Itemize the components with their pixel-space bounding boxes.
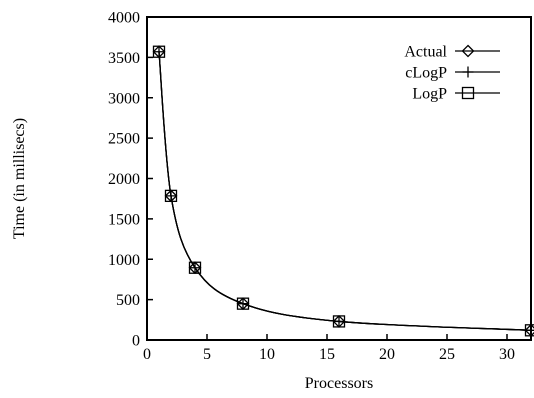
data-point-logp	[188, 261, 202, 274]
data-point-logp	[164, 189, 178, 203]
y-tick-label: 3000	[108, 90, 140, 107]
axis-layer: 0 5 10 15 20 25 30 0 500 1000 1500 2000 2500 3000 3500…	[108, 10, 515, 364]
x-tick-label: 20	[379, 346, 395, 363]
x-tick-label: 10	[259, 346, 275, 363]
y-tick-label: 3500	[108, 50, 140, 67]
y-tick-label: 500	[116, 292, 140, 309]
x-tick-label: 25	[439, 346, 455, 363]
legend-marker-actual	[461, 44, 475, 58]
legend-marker-clogp	[462, 66, 474, 78]
x-tick-label: 5	[203, 346, 211, 363]
data-point-logp	[332, 315, 346, 328]
x-axis-label: Processors	[305, 375, 373, 392]
legend-item-clogp: cLogP	[405, 65, 500, 82]
x-tick-label: 30	[499, 346, 515, 363]
plot-layer	[152, 45, 534, 337]
y-axis-label: Time (in millisecs)	[11, 118, 28, 239]
legend-label-logp: LogP	[412, 86, 447, 103]
legend-item-logp: LogP	[412, 86, 500, 103]
legend-item-actual: Actual	[404, 44, 500, 61]
data-point-logp	[152, 45, 166, 58]
series-logp	[152, 45, 534, 337]
y-tick-label: 0	[132, 333, 140, 350]
y-tick-label: 2500	[108, 131, 140, 148]
series-clogp	[153, 46, 534, 336]
legend-marker-logp	[461, 86, 475, 100]
y-tick-label: 1500	[108, 211, 140, 228]
legend-label-actual: Actual	[404, 44, 447, 61]
legend-label-clogp: cLogP	[405, 65, 447, 82]
x-tick-label: 0	[143, 346, 151, 363]
legend: Actual cLogP LogP	[404, 44, 500, 103]
y-tick-label: 2000	[108, 171, 140, 188]
series-actual	[152, 45, 534, 337]
x-tick-label: 15	[319, 346, 335, 363]
y-tick-label: 4000	[108, 10, 140, 27]
series-line-logp	[158, 51, 532, 331]
plot-frame	[146, 16, 532, 341]
y-tick-label: 1000	[108, 252, 140, 269]
data-point-logp	[236, 297, 250, 310]
